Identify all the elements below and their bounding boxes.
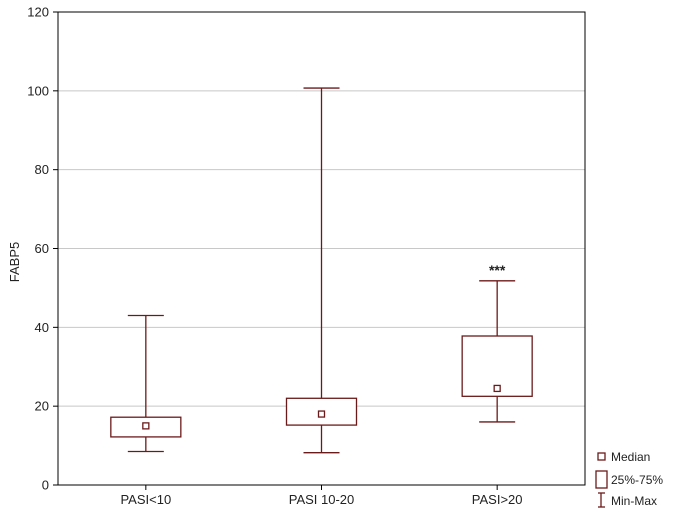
legend-label: Median <box>611 450 650 464</box>
y-tick-label: 100 <box>27 83 49 98</box>
y-tick-label: 120 <box>27 5 49 20</box>
legend-box-swatch <box>595 470 608 489</box>
axes: 0 20 40 60 80 100 120 PASI<10 PASI 10-20 PASI>20 <box>27 5 586 507</box>
y-tick-label: 20 <box>35 399 49 414</box>
x-tick-label: PASI>20 <box>472 492 523 507</box>
median-marker <box>317 410 326 418</box>
legend-item: 25%-75% <box>595 470 663 489</box>
legend-median-swatch <box>597 452 606 461</box>
significance-annotation: *** <box>489 262 506 278</box>
box-group: *** <box>461 262 533 423</box>
x-tick-label: PASI<10 <box>120 492 171 507</box>
y-tick-label: 40 <box>35 320 49 335</box>
y-tick-label: 60 <box>35 241 49 256</box>
legend: Median 25%-75% Min-Max <box>595 450 663 508</box>
y-axis-label: FABP5 <box>7 242 22 282</box>
legend-label: Min-Max <box>611 494 657 508</box>
box-plot-series: *** <box>110 87 533 454</box>
legend-item: Median <box>597 450 650 464</box>
box-group <box>285 87 358 454</box>
x-tick-label: PASI 10-20 <box>289 492 355 507</box>
y-tick-label: 80 <box>35 162 49 177</box>
y-tick-label: 0 <box>42 478 49 493</box>
box-group <box>110 314 182 453</box>
legend-item: Min-Max <box>598 492 657 508</box>
median-marker <box>493 384 501 393</box>
median-marker <box>142 422 150 430</box>
legend-label: 25%-75% <box>611 473 663 487</box>
